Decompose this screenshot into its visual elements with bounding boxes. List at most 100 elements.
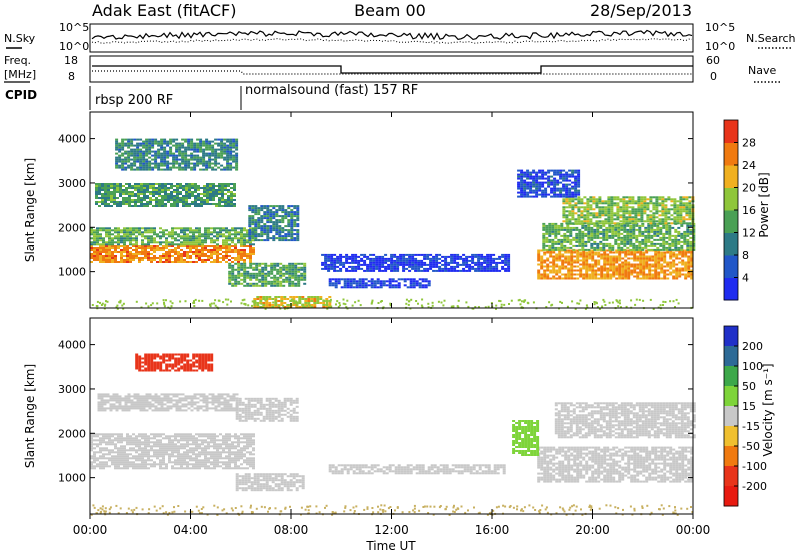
heatmap-cell [307, 296, 311, 298]
heatmap-cell [292, 304, 296, 306]
heatmap-cell [115, 148, 119, 151]
heatmap-cell [418, 282, 422, 285]
heatmap-cell [492, 261, 496, 264]
heatmap-cell [688, 208, 692, 211]
heatmap-cell [139, 142, 143, 145]
heatmap-cell [127, 152, 131, 155]
heatmap-cell [662, 240, 666, 243]
heatmap-cell [648, 263, 652, 266]
heatmap-cell [671, 242, 675, 245]
heatmap-cell [667, 196, 671, 199]
heatmap-cell [636, 271, 640, 274]
heatmap-cell [414, 263, 418, 266]
heatmap-cell [378, 265, 382, 268]
heatmap-cell [108, 239, 111, 242]
heatmap-cell [291, 262, 295, 265]
heatmap-cell [229, 150, 233, 153]
heatmap-cell [568, 218, 572, 221]
heatmap-cell [135, 247, 138, 249]
heatmap-cell [370, 284, 374, 287]
heatmap-cell [653, 248, 657, 251]
heatmap-cell [146, 187, 149, 189]
heatmap-cell [619, 210, 623, 213]
heatmap-cell [240, 237, 243, 240]
heatmap-cell [104, 189, 107, 191]
heatmap-cell [183, 255, 186, 257]
heatmap-cell [664, 301, 667, 303]
heatmap-cell [224, 199, 227, 201]
heatmap-cell [542, 240, 546, 243]
heatmap-cell [235, 158, 239, 161]
heatmap-cell [294, 266, 298, 269]
heatmap-cell [662, 226, 666, 229]
heatmap-cell [243, 233, 246, 236]
heatmap-cell [456, 261, 460, 264]
heatmap-cell [237, 272, 241, 275]
heatmap-cell [668, 238, 672, 241]
heatmap-cell [327, 263, 331, 266]
heatmap-cell [139, 156, 143, 159]
heatmap-cell [169, 146, 173, 149]
heatmap-cell [231, 233, 234, 236]
heatmap-cell [228, 266, 232, 269]
heatmap-cell [327, 265, 331, 268]
heatmap-cell [575, 238, 579, 241]
heatmap-cell [130, 158, 134, 161]
heatmap-cell [255, 268, 259, 271]
heatmap-cell [636, 277, 640, 280]
heatmap-cell [155, 193, 158, 195]
heatmap-cell [183, 235, 186, 238]
heatmap-cell [205, 168, 209, 171]
heatmap-cell [114, 245, 117, 247]
heatmap-cell [617, 244, 621, 247]
heatmap-cell [111, 237, 114, 240]
heatmap-cell [650, 234, 654, 237]
heatmap-cell [126, 229, 129, 232]
heatmap-cell [115, 166, 119, 169]
heatmap-cell [520, 179, 524, 182]
heatmap-cell [637, 210, 641, 213]
heatmap-cell [637, 214, 641, 217]
heatmap-cell [564, 275, 568, 278]
heatmap-cell [605, 236, 609, 239]
heatmap-cell [574, 169, 578, 172]
heatmap-cell [149, 193, 152, 195]
heatmap-cell [105, 235, 108, 238]
heatmap-cell [582, 259, 586, 262]
heatmap-cell [550, 179, 554, 182]
heatmap-cell [111, 233, 114, 236]
heatmap-cell [336, 265, 340, 268]
heatmap-cell [118, 142, 122, 145]
heatmap-cell [228, 251, 231, 253]
heatmap-cell [319, 298, 323, 300]
heatmap-cell [361, 280, 365, 283]
heatmap-cell [272, 217, 276, 220]
heatmap-cell [225, 231, 228, 234]
heatmap-cell [681, 251, 685, 254]
heatmap-cell [574, 189, 578, 192]
heatmap-cell [287, 205, 291, 208]
heatmap-cell [172, 158, 176, 161]
heatmap-cell [456, 269, 460, 272]
heatmap-cell [429, 259, 433, 262]
heatmap-cell [248, 215, 252, 218]
heatmap-cell [686, 230, 690, 233]
heatmap-cell [609, 275, 613, 278]
heatmap-cell [661, 212, 665, 215]
heatmap-cell [589, 196, 593, 199]
heatmap-cell [240, 241, 243, 244]
heatmap-cell [568, 200, 572, 203]
heatmap-cell [692, 232, 696, 235]
heatmap-cell [288, 284, 292, 287]
heatmap-cell [555, 273, 559, 276]
heatmap-cell [417, 269, 421, 272]
heatmap-cell [219, 261, 222, 263]
heatmap-cell [643, 198, 647, 201]
heatmap-cell [310, 306, 314, 308]
heatmap-cell [619, 214, 623, 217]
heatmap-cell [603, 269, 607, 272]
heatmap-cell [574, 212, 578, 215]
heatmap-cell [408, 269, 412, 272]
heatmap-cell [408, 259, 412, 262]
heatmap-cell [168, 261, 171, 263]
